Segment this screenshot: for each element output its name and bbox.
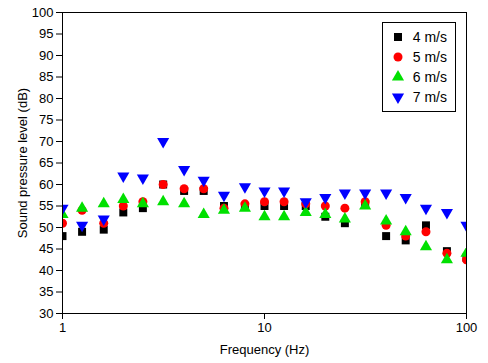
svg-text:10: 10	[257, 320, 271, 335]
html-text:5 m/s: 5 m/s	[412, 49, 447, 65]
svg-text:1: 1	[59, 320, 66, 335]
svg-text:80: 80	[39, 91, 53, 106]
svg-text:50: 50	[39, 220, 53, 235]
svg-text:35: 35	[39, 284, 53, 299]
svg-text:Frequency (Hz): Frequency (Hz)	[220, 342, 310, 357]
html-text:6 m/s: 6 m/s	[412, 69, 447, 85]
svg-text:45: 45	[39, 241, 53, 256]
svg-text:60: 60	[39, 177, 53, 192]
html-text:7 m/s: 7 m/s	[412, 89, 447, 105]
svg-text:100: 100	[32, 5, 54, 20]
svg-text:95: 95	[39, 26, 53, 41]
svg-text:100: 100	[456, 320, 478, 335]
svg-text:85: 85	[39, 69, 53, 84]
svg-text:75: 75	[39, 112, 53, 127]
svg-text:30: 30	[39, 306, 53, 321]
svg-text:55: 55	[39, 198, 53, 213]
svg-text:90: 90	[39, 48, 53, 63]
svg-text:40: 40	[39, 263, 53, 278]
svg-text:65: 65	[39, 155, 53, 170]
svg-text:Sound pressure level (dB): Sound pressure level (dB)	[15, 88, 30, 238]
svg-text:70: 70	[39, 134, 53, 149]
html-text:4 m/s: 4 m/s	[412, 29, 447, 45]
